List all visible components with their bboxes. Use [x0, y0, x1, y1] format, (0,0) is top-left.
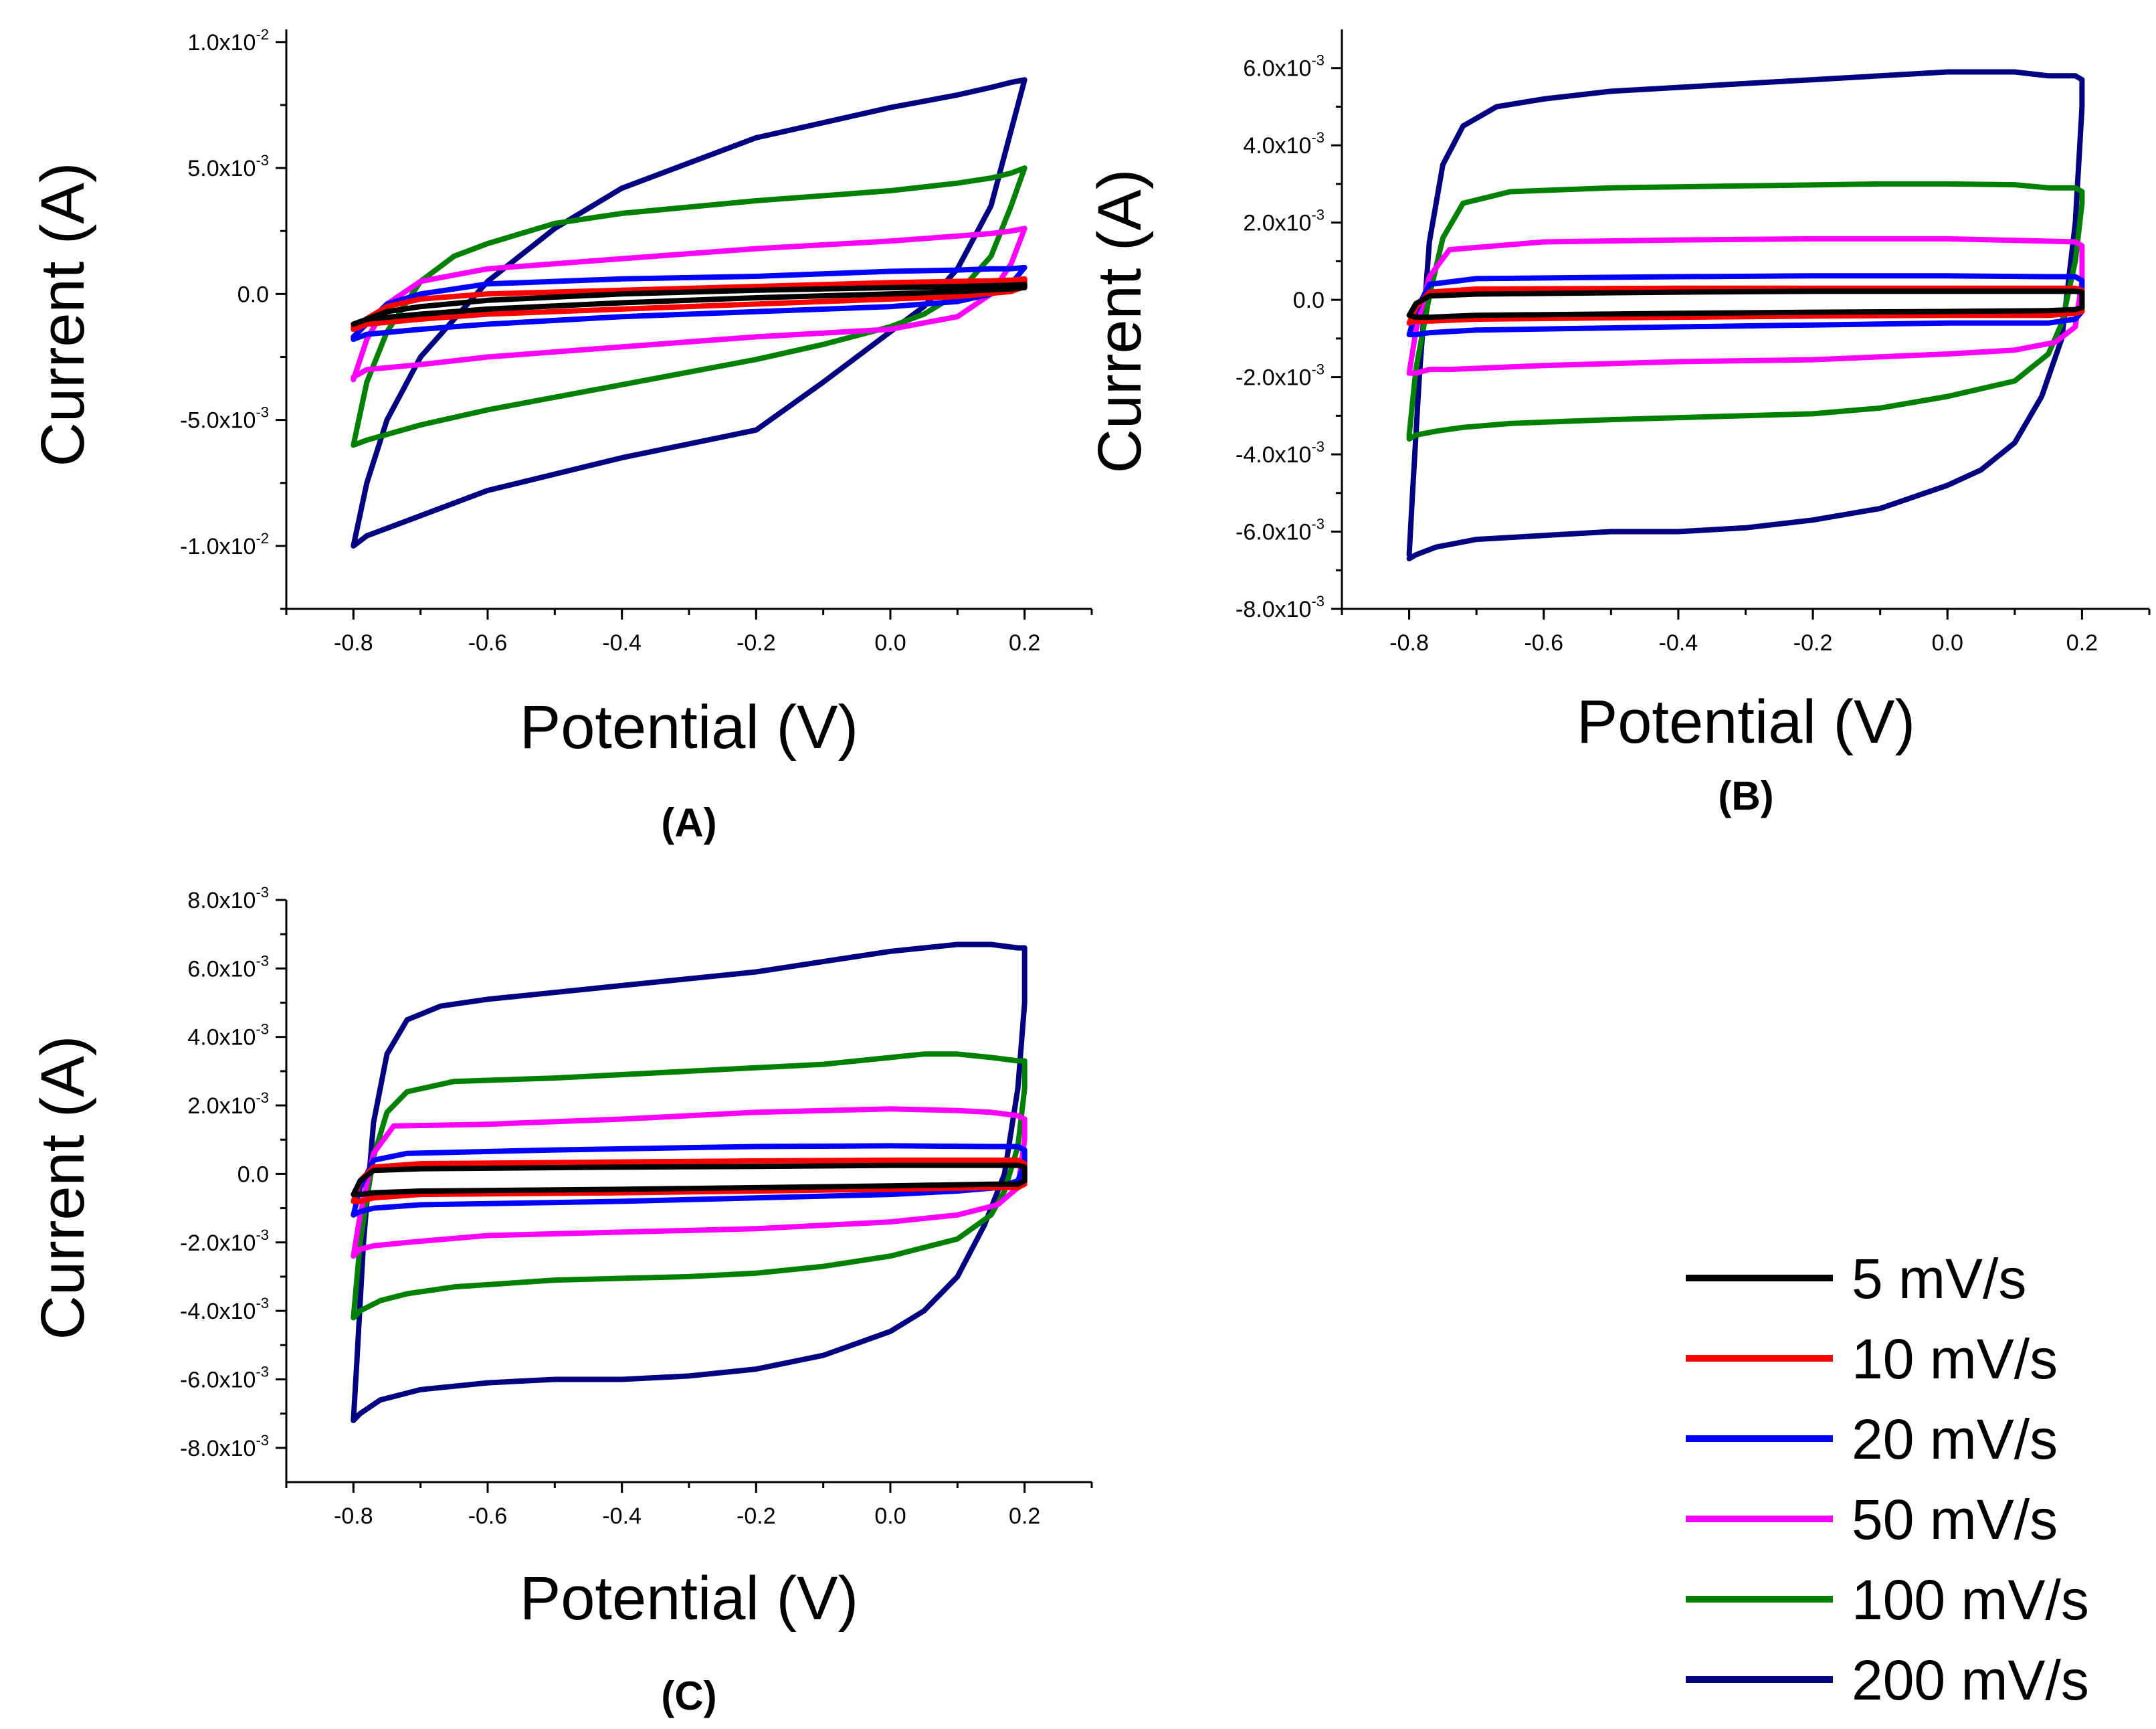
y-tick-label: 4.0x10-3	[1243, 129, 1325, 159]
y-tick-label: 5.0x10-3	[187, 152, 269, 181]
legend-entry: 100 mV/s	[1686, 1568, 2089, 1631]
y-tick-label: 4.0x10-3	[187, 1021, 269, 1051]
series-line	[1406, 69, 2085, 561]
y-tick-label: -2.0x10-3	[180, 1226, 269, 1256]
y-tick-label: -8.0x10-3	[1236, 593, 1325, 622]
legend-label: 100 mV/s	[1852, 1568, 2089, 1631]
y-tick-label: 2.0x10-3	[1243, 207, 1325, 236]
x-tick-label: -0.6	[468, 630, 508, 656]
x-tick-label: -0.2	[1793, 630, 1833, 656]
x-tick-label: -0.2	[737, 1504, 776, 1529]
y-axis-title: Current (A)	[1086, 169, 1154, 474]
series-line	[1406, 236, 2085, 376]
y-tick-label: 0.0	[237, 282, 269, 307]
chart-panel-c: Current (A) Potential (V) (C) 8.0x10-3 6.…	[29, 884, 1093, 1718]
y-tick-label: 8.0x10-3	[187, 884, 269, 913]
panel-label: (C)	[661, 1673, 716, 1718]
series-line	[351, 1162, 1027, 1198]
x-axis-title: Potential (V)	[520, 693, 858, 761]
y-tick-label: -8.0x10-3	[180, 1432, 269, 1461]
y-tick-label: -6.0x10-3	[180, 1363, 269, 1392]
x-tick-label: -0.4	[602, 1504, 642, 1529]
y-axis-title: Current (A)	[29, 163, 97, 467]
x-axis-title: Potential (V)	[1577, 688, 1915, 756]
x-tick-label: 0.0	[874, 1504, 906, 1529]
panel-label: (B)	[1718, 774, 1773, 818]
legend-entry: 20 mV/s	[1686, 1408, 2058, 1471]
series-line	[1406, 288, 2085, 321]
y-tick-label: 0.0	[1293, 288, 1325, 313]
chart-panel-b: Current (A) Potential (V) (B) 6.0x10-3 4.…	[1086, 29, 2151, 818]
y-tick-label: -1.0x10-2	[180, 530, 269, 559]
x-tick-label: 0.2	[1009, 1504, 1040, 1529]
x-tick-label: 0.2	[1009, 630, 1040, 656]
y-tick-label: 6.0x10-3	[1243, 52, 1325, 82]
y-tick-label: 0.0	[237, 1162, 269, 1187]
series-line	[351, 1051, 1027, 1321]
series-line	[351, 165, 1027, 448]
series-line	[351, 941, 1027, 1423]
x-tick-label: -0.4	[602, 630, 642, 656]
legend-label: 5 mV/s	[1852, 1247, 2026, 1310]
legend-entry: 50 mV/s	[1686, 1488, 2058, 1551]
y-tick-label: 6.0x10-3	[187, 952, 269, 982]
x-tick-label: 0.0	[874, 630, 906, 656]
y-axis-title: Current (A)	[29, 1036, 97, 1340]
x-tick-label: -0.8	[1389, 630, 1429, 656]
y-tick-label: -6.0x10-3	[1236, 516, 1325, 545]
x-tick-label: -0.8	[334, 630, 373, 656]
x-tick-label: -0.6	[468, 1504, 508, 1529]
legend-label: 10 mV/s	[1852, 1328, 2058, 1390]
legend-entry: 200 mV/s	[1686, 1649, 2089, 1712]
x-tick-label: -0.6	[1524, 630, 1563, 656]
y-tick-label: -4.0x10-3	[1236, 438, 1325, 468]
chart-panel-a: Current (A) Potential (V) (A) 1.0x10-2 5.…	[29, 26, 1093, 845]
legend-entry: 5 mV/s	[1686, 1247, 2026, 1310]
series-line	[351, 282, 1027, 327]
y-tick-label: -4.0x10-3	[180, 1295, 269, 1324]
x-tick-label: -0.4	[1659, 630, 1698, 656]
series-line	[351, 1143, 1027, 1218]
y-tick-label: -2.0x10-3	[1236, 361, 1325, 391]
series-line	[351, 264, 1027, 343]
panel-label: (A)	[661, 800, 716, 845]
legend-label: 50 mV/s	[1852, 1488, 2058, 1551]
x-tick-label: 0.0	[1932, 630, 1963, 656]
legend-label: 20 mV/s	[1852, 1408, 2058, 1471]
y-tick-label: -5.0x10-3	[180, 404, 269, 434]
x-axis-title: Potential (V)	[520, 1564, 858, 1633]
x-tick-label: -0.2	[737, 630, 776, 656]
series-line	[1406, 273, 2085, 338]
legend-label: 200 mV/s	[1852, 1649, 2089, 1712]
series-line	[1406, 181, 2085, 442]
series-line	[351, 1106, 1027, 1259]
x-tick-label: -0.8	[334, 1504, 373, 1529]
y-tick-label: 1.0x10-2	[187, 26, 269, 56]
legend: 5 mV/s 10 mV/s 20 mV/s 50 mV/s 100 mV/s …	[1686, 1247, 2089, 1712]
legend-entry: 10 mV/s	[1686, 1328, 2058, 1390]
y-tick-label: 2.0x10-3	[187, 1089, 269, 1119]
x-tick-label: 0.2	[2066, 630, 2098, 656]
series-line	[351, 225, 1027, 383]
